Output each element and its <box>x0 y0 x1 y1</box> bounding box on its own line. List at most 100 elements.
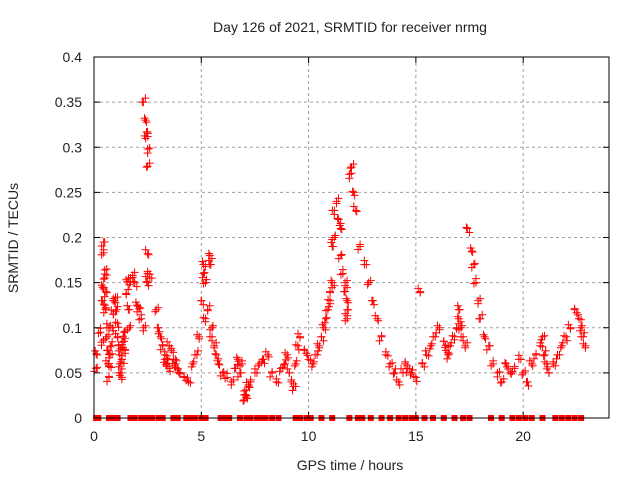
data-point <box>126 321 135 330</box>
data-point <box>344 305 353 314</box>
data-point <box>321 325 330 334</box>
data-point <box>573 310 582 319</box>
data-point <box>107 363 116 372</box>
data-point <box>137 310 146 319</box>
data-point <box>294 329 302 338</box>
data-point <box>258 355 267 364</box>
data-point <box>124 285 133 294</box>
data-point <box>121 334 130 343</box>
data-point <box>530 354 539 363</box>
data-point <box>205 301 214 310</box>
data-point <box>184 377 193 386</box>
data-point <box>123 301 132 310</box>
data-point <box>136 303 145 312</box>
data-point <box>232 353 241 362</box>
data-point <box>463 338 472 347</box>
data-point <box>374 316 383 325</box>
data-point <box>198 257 207 266</box>
data-point <box>143 249 152 258</box>
data-point <box>485 341 494 350</box>
data-point <box>540 350 549 359</box>
data-point <box>141 134 150 143</box>
data-point <box>152 305 161 314</box>
data-point <box>556 343 565 352</box>
data-point <box>153 323 162 332</box>
data-point <box>343 283 352 292</box>
data-point <box>144 250 153 259</box>
data-point <box>538 342 547 351</box>
data-point <box>281 348 290 357</box>
data-point <box>395 380 404 389</box>
data-point <box>128 273 137 282</box>
data-point <box>129 277 138 286</box>
data-point <box>371 311 380 320</box>
y-tick-label: 0 <box>74 410 82 426</box>
data-point <box>337 250 346 259</box>
data-point <box>337 225 346 234</box>
data-point <box>113 302 122 311</box>
data-point <box>241 390 250 399</box>
data-point <box>345 174 354 183</box>
data-point <box>99 283 108 292</box>
data-point <box>284 353 293 362</box>
data-point <box>107 341 116 350</box>
data-point <box>163 355 172 364</box>
data-point <box>309 357 318 366</box>
data-point <box>389 369 398 378</box>
data-point <box>101 303 110 312</box>
data-point <box>106 321 115 330</box>
data-point <box>540 331 549 340</box>
y-tick-label: 0.3 <box>63 139 83 155</box>
data-point <box>338 265 347 274</box>
data-point <box>351 206 360 215</box>
data-point <box>215 360 224 369</box>
data-point <box>141 94 150 103</box>
data-point <box>322 313 331 322</box>
data-point <box>158 340 167 349</box>
data-point <box>199 300 208 309</box>
data-point <box>104 330 113 339</box>
data-point <box>141 116 150 125</box>
data-point <box>570 304 579 313</box>
data-point <box>532 349 541 358</box>
data-point <box>331 231 340 240</box>
data-point <box>348 187 357 196</box>
data-point <box>300 345 309 354</box>
data-point <box>227 380 236 389</box>
x-tick-label: 20 <box>515 428 531 444</box>
data-point <box>307 362 316 371</box>
data-point <box>91 346 100 355</box>
data-point <box>99 308 108 317</box>
x-tick-label: 15 <box>408 428 424 444</box>
data-point <box>562 332 571 341</box>
data-point <box>525 356 534 365</box>
data-point <box>141 272 150 281</box>
data-point <box>503 362 511 371</box>
data-point <box>114 323 123 332</box>
data-point <box>461 343 470 352</box>
data-point <box>209 321 218 330</box>
data-point <box>115 371 124 380</box>
data-point <box>317 332 326 341</box>
data-point <box>204 249 213 258</box>
data-point <box>201 262 210 271</box>
data-point <box>156 345 165 354</box>
y-tick-label: 0.25 <box>55 184 82 200</box>
data-point <box>194 346 202 355</box>
data-point <box>103 377 112 386</box>
data-point <box>208 336 217 345</box>
data-point <box>268 367 277 376</box>
data-point <box>96 324 105 333</box>
data-point <box>406 370 415 379</box>
data-point <box>246 375 255 384</box>
data-point <box>576 315 585 324</box>
data-point <box>326 288 335 297</box>
data-point <box>539 351 548 360</box>
data-point <box>291 340 300 349</box>
data-point <box>111 318 120 327</box>
data-point <box>175 369 184 378</box>
data-point <box>489 356 498 365</box>
data-point <box>119 359 128 368</box>
data-point <box>119 332 128 341</box>
data-point <box>334 194 343 203</box>
